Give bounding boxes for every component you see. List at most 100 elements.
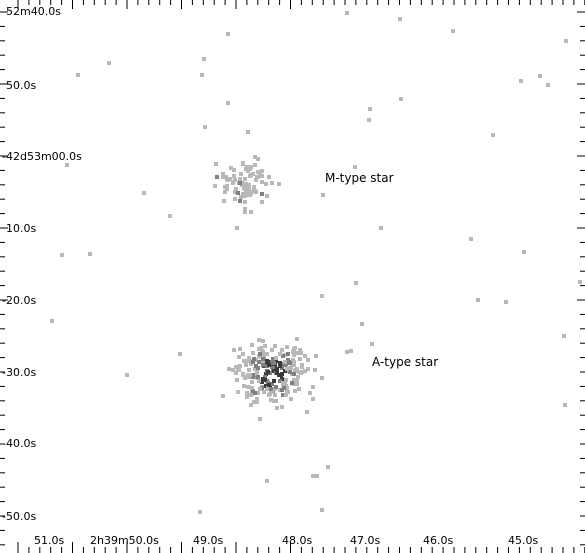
a-star-photon: [247, 356, 251, 360]
background-photon: [226, 32, 230, 36]
m-star-photon: [241, 162, 245, 166]
a-star-photon: [263, 344, 267, 348]
a-star-photon: [275, 406, 279, 410]
a-star-photon: [298, 348, 302, 352]
a-star-photon: [279, 373, 283, 377]
a-star-photon: [254, 364, 258, 368]
m-star-photon: [277, 182, 281, 186]
dec-tick-label: -50.0s: [2, 510, 37, 523]
a-star-photon: [284, 363, 288, 367]
a-star-photon: [269, 390, 273, 394]
dec-tick-label: -30.0s: [2, 366, 37, 379]
background-photon: [504, 300, 508, 304]
a-star-photon: [289, 366, 293, 370]
background-photon: [320, 508, 324, 512]
a-star-photon: [293, 389, 297, 393]
a-star-photon: [255, 400, 259, 404]
m-star-photon: [233, 178, 237, 182]
background-photon: [321, 193, 325, 197]
background-photon: [562, 334, 566, 338]
m-star-photon: [245, 165, 249, 169]
a-star-photon: [238, 364, 242, 368]
a-star-photon: [221, 394, 225, 398]
m-star-photon: [243, 194, 247, 198]
background-photon: [538, 74, 542, 78]
background-photon: [295, 337, 299, 341]
m-star-photon: [253, 155, 257, 159]
a-star-photon: [274, 399, 278, 403]
background-photon: [368, 107, 372, 111]
a-star-photon: [241, 373, 245, 377]
m-star-photon: [247, 183, 251, 187]
m-star-photon: [249, 210, 253, 214]
a-star-photon: [251, 360, 255, 364]
a-star-photon: [290, 381, 294, 385]
background-photon: [235, 226, 239, 230]
m-star-photon: [256, 175, 260, 179]
background-photon: [202, 57, 206, 61]
m-star-photon: [213, 184, 217, 188]
a-star-photon: [320, 376, 324, 380]
a-star-photon: [306, 367, 310, 371]
m-star-photon: [232, 174, 236, 178]
background-photon: [345, 11, 349, 15]
a-star-photon: [269, 387, 273, 391]
a-star-photon: [275, 367, 279, 371]
a-star-photon: [314, 354, 318, 358]
a-star-photon: [237, 368, 241, 372]
a-star-photon: [281, 354, 285, 358]
a-star-photon: [270, 348, 274, 352]
a-star-photon: [286, 390, 290, 394]
background-photon: [367, 118, 371, 122]
a-star-photon: [245, 391, 249, 395]
a-star-photon: [246, 373, 250, 377]
a-star-photon: [273, 344, 277, 348]
a-star-photon: [283, 382, 287, 386]
a-star-photon: [260, 380, 264, 384]
m-star-photon: [223, 190, 227, 194]
a-star-photon: [289, 397, 293, 401]
a-star-photon: [296, 375, 300, 379]
a-star-photon: [288, 361, 292, 365]
a-star-photon: [241, 352, 245, 356]
background-photon: [232, 348, 236, 352]
a-star-photon: [305, 410, 309, 414]
m-star-photon: [232, 168, 236, 172]
ra-tick-label: 45.0s: [508, 534, 539, 547]
background-photon: [349, 349, 353, 353]
m-star-photon: [238, 177, 242, 181]
m-star-photon: [214, 162, 218, 166]
dec-tick-label: -42d53m00.0s: [2, 150, 82, 163]
a-star-photon: [258, 387, 262, 391]
a-star-photon: [285, 386, 289, 390]
a-star-photon: [257, 347, 261, 351]
a-star-photon: [306, 358, 310, 362]
a-star-photon: [257, 379, 261, 383]
a-star-photon: [293, 346, 297, 350]
m-star-photon: [243, 177, 247, 181]
a-star-photon: [236, 390, 240, 394]
m-star-photon: [229, 166, 233, 170]
a-star-photon: [250, 343, 254, 347]
m-star-photon: [221, 175, 225, 179]
a-star-photon: [271, 357, 275, 361]
a-star-photon: [280, 388, 284, 392]
ra-tick-label: 47.0s: [350, 534, 381, 547]
a-star-photon: [278, 379, 282, 383]
a-star-photon: [292, 378, 296, 382]
a-star-photon: [308, 391, 312, 395]
a-star-photon: [242, 384, 246, 388]
a-star-photon: [295, 382, 299, 386]
a-star-photon: [284, 393, 288, 397]
background-photon: [65, 163, 69, 167]
background-photon: [203, 125, 207, 129]
a-star-photon: [278, 352, 282, 356]
a-star-photon: [237, 355, 241, 359]
m-star-photon: [239, 172, 243, 176]
dec-tick-label: -40.0s: [2, 437, 37, 450]
m-star-photon: [233, 190, 237, 194]
m-star-photon: [260, 192, 264, 196]
a-star-photon: [245, 395, 249, 399]
a-star-photon: [251, 351, 255, 355]
